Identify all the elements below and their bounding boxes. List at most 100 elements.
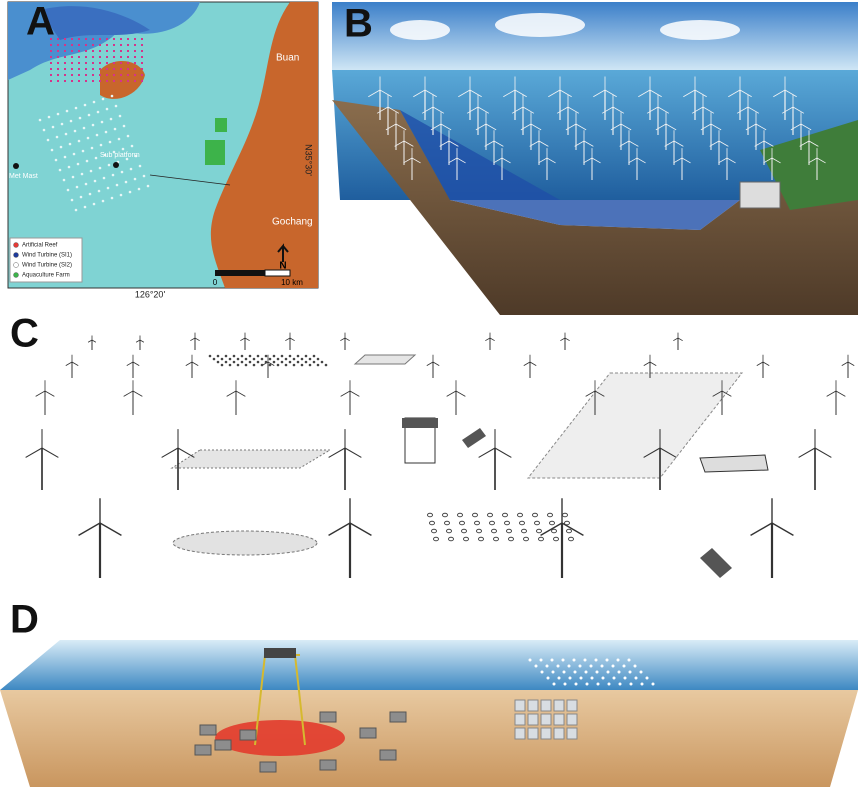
reef-marker (502, 512, 508, 518)
water-column (400, 110, 740, 230)
sub-platform (113, 162, 119, 168)
reef-dot (99, 80, 101, 82)
reef-marker (248, 354, 252, 358)
panel-label: B (344, 2, 373, 46)
turbine-dot (103, 153, 107, 157)
turbine-blade (673, 337, 679, 342)
turbine-blade (194, 337, 200, 342)
buoy (616, 658, 620, 662)
reef-marker (536, 528, 542, 534)
turbine-blade (677, 337, 683, 342)
platform (264, 648, 296, 658)
turbine-blade (636, 157, 646, 164)
turbine-dot (99, 143, 103, 147)
reef-marker (519, 520, 525, 526)
turbine-dot (95, 133, 99, 137)
reef-dot (64, 38, 66, 40)
turbine-blade (191, 361, 199, 366)
reef-dot (50, 56, 52, 58)
reef-dot (141, 44, 143, 46)
reef-dot (57, 50, 59, 52)
turbine-blade (403, 157, 413, 164)
turbine-blade (368, 89, 381, 98)
reef-dot (50, 68, 52, 70)
turbine-blade (683, 89, 696, 98)
turbine-blade (538, 157, 548, 164)
turbine-dot (120, 170, 124, 174)
reef-marker (431, 528, 437, 534)
turbine-blade (565, 123, 577, 131)
turbine-blade (546, 157, 556, 164)
reef-dot (106, 38, 108, 40)
reef-dot (113, 80, 115, 82)
reef-marker (272, 360, 276, 364)
reef-dot (120, 80, 122, 82)
turbine-dot (78, 116, 82, 120)
turbine-blade (709, 140, 720, 147)
reef-dot (141, 74, 143, 76)
turbine-blade (126, 361, 134, 366)
turbine-dot (134, 154, 138, 158)
reef-dot (134, 44, 136, 46)
reef-marker (564, 520, 570, 526)
reef-dot (127, 44, 129, 46)
turbine-blade (540, 522, 563, 536)
turbine-dot (69, 119, 73, 123)
reef-marker (228, 357, 232, 361)
reef-marker (534, 520, 540, 526)
turbine-blade (649, 361, 657, 366)
turbine-blade (575, 123, 587, 131)
legend-label: Wind Turbine (SI2) (22, 263, 72, 269)
turbine-dot (110, 196, 114, 200)
turbine-dot (86, 136, 90, 140)
reef-marker (280, 360, 284, 364)
reef-dot (127, 50, 129, 52)
turbine-blade (379, 89, 392, 98)
reef-marker (240, 360, 244, 364)
buoy (651, 682, 655, 686)
turbine-blade (792, 106, 805, 114)
buoy (596, 682, 600, 686)
reef-dot (106, 50, 108, 52)
reef-marker (320, 360, 324, 364)
buoy (534, 664, 538, 668)
turbine-blade (739, 89, 752, 98)
reef-dot (71, 56, 73, 58)
panel-label: D (10, 598, 39, 642)
scale-bar (264, 269, 291, 277)
reef-marker (212, 357, 216, 361)
turbine-blade (538, 140, 549, 147)
turbine-blade (826, 390, 837, 397)
reef-marker (248, 360, 252, 364)
turbine-dot (59, 145, 63, 149)
reef-dot (120, 50, 122, 52)
reef-dot (78, 56, 80, 58)
turbine-blade (99, 522, 122, 536)
reef-dot (85, 56, 87, 58)
turbine-blade (560, 337, 566, 342)
buoy (611, 664, 615, 668)
buoy (563, 682, 567, 686)
reef-dot (71, 38, 73, 40)
turbine-blade (432, 106, 445, 114)
reef-dot (106, 56, 108, 58)
site-label: Sub platform (100, 152, 140, 159)
turbine-blade (421, 106, 434, 114)
reef-dot (99, 62, 101, 64)
buoy (550, 658, 554, 662)
reef-marker (292, 363, 296, 367)
turbine-blade (411, 157, 421, 164)
reef-dot (57, 38, 59, 40)
building (739, 181, 781, 209)
turbine-dot (71, 175, 75, 179)
reef-marker (304, 360, 308, 364)
turbine-dot (92, 100, 96, 104)
reef-dot (50, 38, 52, 40)
reef-dot (113, 74, 115, 76)
reef-marker (236, 357, 240, 361)
turbine-blade (800, 123, 812, 131)
reef-dot (71, 50, 73, 52)
reef-marker (444, 520, 450, 526)
reef-dot (50, 62, 52, 64)
reef-marker (232, 360, 236, 364)
